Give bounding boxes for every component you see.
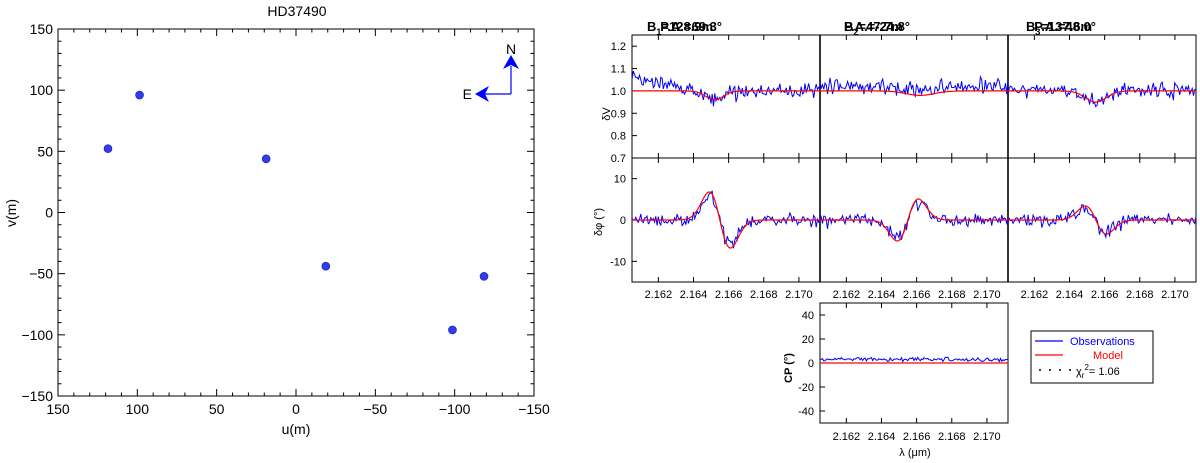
dphi-y-label: δφ (°) <box>593 208 605 236</box>
uv-x-tick-label: −150 <box>518 401 550 417</box>
x-tick-label: 2.162 <box>833 431 861 443</box>
dv-y-tick-label: 1.2 <box>611 41 626 53</box>
uv-data-point <box>103 144 113 153</box>
cp-y-tick-label: 0 <box>808 358 814 370</box>
dphi-y-tick-label: -10 <box>610 256 626 268</box>
x-tick-label: 2.170 <box>973 431 1001 443</box>
wavelength-x-label: λ (μm) <box>899 447 930 459</box>
x-tick-label: 2.166 <box>903 431 931 443</box>
uv-y-tick-label: 150 <box>30 21 54 37</box>
uv-x-tick-label: 150 <box>46 401 70 417</box>
dphi-y-tick-label: 0 <box>620 215 626 227</box>
x-tick-label: 2.166 <box>1091 289 1119 301</box>
cp-observations-line <box>819 356 1009 363</box>
dv-y-label: δV <box>601 107 613 121</box>
uv-data-point <box>479 272 489 281</box>
dv-y-tick-label: 0.9 <box>611 108 626 120</box>
cp-y-tick-label: -40 <box>798 406 814 418</box>
uv-data-point <box>135 90 144 100</box>
legend-box <box>1030 330 1154 384</box>
legend-chi-label: χr2= 1.06 <box>1076 363 1120 380</box>
panel-2-pa: P.A.=-24.8° <box>844 19 910 34</box>
spectro-interferometry-plots: P.A.=69.3° P.A.=-24.8° P.A.=48.0° B1=128… <box>593 19 1197 459</box>
x-tick-label: 2.168 <box>938 431 966 443</box>
uv-y-tick-label: 50 <box>37 143 53 159</box>
dv-model-line <box>632 90 820 101</box>
uv-data-point <box>448 325 457 335</box>
panel-titles: P.A.=69.3° P.A.=-24.8° P.A.=48.0° B1=128… <box>647 19 1096 37</box>
dv-y-tick-label: 0.7 <box>611 153 626 165</box>
east-arrow-icon <box>475 86 489 102</box>
x-tick-label: 2.164 <box>868 431 896 443</box>
uv-y-tick-label: −50 <box>29 266 53 282</box>
dv-y-tick-label: 1.1 <box>611 64 626 76</box>
uv-y-tick-label: −150 <box>21 388 53 404</box>
dv-y-tick-label: 0.8 <box>611 131 626 143</box>
uv-x-tick-label: 0 <box>292 401 300 417</box>
compass-north-label: N <box>506 41 516 57</box>
x-tick-label: 2.170 <box>973 289 1001 301</box>
uv-points <box>103 90 489 335</box>
cp-y-label: CP (°) <box>783 353 795 383</box>
x-tick-label: 2.164 <box>680 289 708 301</box>
panel-curves <box>631 70 1197 364</box>
dv-observations-line <box>819 74 1009 98</box>
panel-1-pa: P.A.=69.3° <box>660 19 722 34</box>
x-tick-label: 2.164 <box>868 289 896 301</box>
cp-y-tick-label: -20 <box>798 382 814 394</box>
uv-y-tick-label: 100 <box>30 82 54 98</box>
x-tick-label: 2.162 <box>1021 289 1049 301</box>
panel-1-baseline: B1=128.9m <box>647 19 713 37</box>
uv-x-label: u(m) <box>282 421 311 437</box>
dphi-model-line <box>632 191 820 249</box>
dphi-model-line <box>1008 205 1196 235</box>
dphi-observations-line <box>1007 204 1197 240</box>
uv-y-axis: −150 −100 −50 0 50 100 150 <box>21 21 534 404</box>
dv-y-tick-label: 1.0 <box>611 86 626 98</box>
uv-plot-title: HD37490 <box>267 3 326 19</box>
compass-east-label: E <box>463 86 472 102</box>
legend-observations-label: Observations <box>1070 336 1135 348</box>
x-tick-label: 2.166 <box>903 289 931 301</box>
dv-model-line <box>820 90 1008 96</box>
north-arrow-icon <box>503 55 519 69</box>
uv-data-point <box>321 261 331 271</box>
cp-y-tick-label: 20 <box>802 334 814 346</box>
uv-y-tick-label: −100 <box>21 327 53 343</box>
uv-y-tick-label: 0 <box>45 205 53 221</box>
x-tick-label: 2.168 <box>938 289 966 301</box>
uv-y-label: v(m) <box>3 199 19 227</box>
uv-coverage-plot: HD37490 150 100 50 0 −50 −100 −150 −150 −100 −50… <box>3 3 550 437</box>
panel-axes: 0.7 0.8 0.9 1.0 1.1 1.2 -10 0 10 -40 -20 0 20 40 2.162… <box>610 35 1189 443</box>
uv-x-tick-label: −100 <box>439 401 471 417</box>
compass: N E <box>463 41 519 102</box>
legend-chi-dots <box>1039 369 1071 371</box>
x-tick-label: 2.168 <box>1126 289 1154 301</box>
x-tick-label: 2.170 <box>785 289 813 301</box>
dv-observations-line <box>631 70 821 107</box>
dv-observations-line <box>1007 80 1197 108</box>
uv-data-point <box>261 154 271 164</box>
dphi-y-tick-label: 10 <box>614 174 626 186</box>
legend: Observations Model χr2= 1.06 <box>1030 330 1154 384</box>
panel-3-baseline: B3=137.6m <box>1026 19 1092 37</box>
uv-x-tick-label: −50 <box>363 401 387 417</box>
x-tick-label: 2.162 <box>645 289 673 301</box>
dv-model-line <box>1008 90 1196 103</box>
dphi-model-line <box>820 198 1008 242</box>
uv-x-tick-label: 50 <box>209 401 225 417</box>
x-tick-label: 2.166 <box>715 289 743 301</box>
x-tick-label: 2.162 <box>833 289 861 301</box>
x-tick-label: 2.168 <box>750 289 778 301</box>
panel-3-pa: P.A.=48.0° <box>1034 19 1096 34</box>
x-tick-label: 2.164 <box>1056 289 1084 301</box>
cp-y-tick-label: 40 <box>802 310 814 322</box>
legend-model-label: Model <box>1093 350 1123 362</box>
uv-plot-frame <box>57 28 535 397</box>
panel-2-baseline: B2=47.7m <box>844 19 903 37</box>
x-tick-label: 2.170 <box>1161 289 1189 301</box>
uv-x-axis: 150 100 50 0 −50 −100 −150 <box>46 29 550 417</box>
uv-x-tick-label: 100 <box>126 401 150 417</box>
